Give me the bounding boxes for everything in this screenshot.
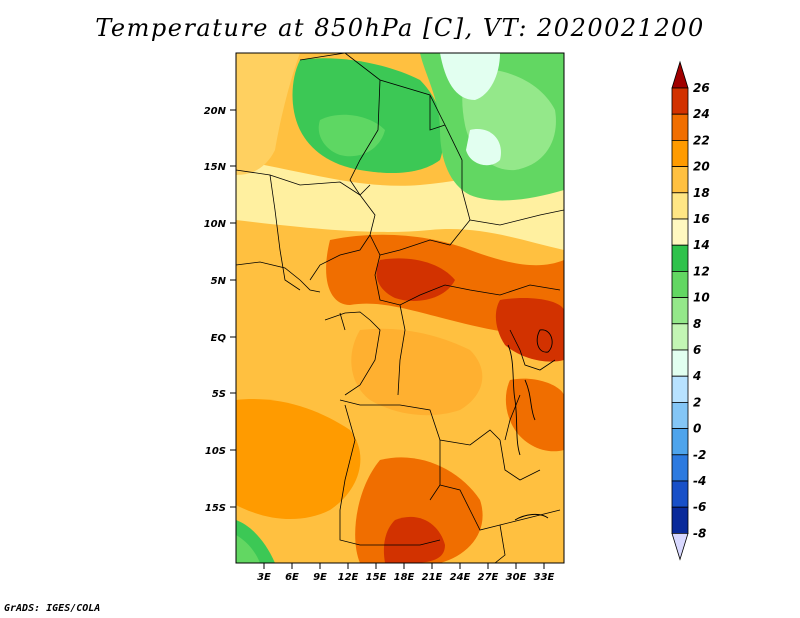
- lat-label: 20N: [204, 106, 227, 117]
- colorbar-label: 12: [693, 264, 710, 278]
- lon-label: 12E: [338, 572, 359, 583]
- colorbar-swatch: [671, 297, 689, 325]
- colorbar-swatch: [671, 87, 689, 115]
- colorbar-swatch: [671, 401, 689, 429]
- colorbar-label: 20: [693, 160, 710, 174]
- colorbar-label: 26: [693, 81, 710, 95]
- colorbar-label: 14: [693, 238, 710, 252]
- colorbar-swatch: [671, 139, 689, 167]
- lon-label: 9E: [313, 572, 327, 583]
- lat-label: 15N: [204, 162, 227, 173]
- colorbar-label: 24: [693, 107, 710, 121]
- lat-label: 5S: [212, 389, 226, 400]
- colorbar-swatch: [671, 323, 689, 351]
- lat-label: 15S: [205, 503, 226, 514]
- colorbar-min-arrow: [671, 533, 689, 561]
- lon-label: 18E: [394, 572, 415, 583]
- colorbar-label: -2: [693, 448, 706, 462]
- colorbar-label: 6: [693, 343, 701, 357]
- colorbar-swatch: [671, 166, 689, 194]
- chart-title: Temperature at 850hPa [C], VT: 202002120…: [95, 14, 705, 42]
- colorbar-swatch: [671, 113, 689, 141]
- colorbar-swatch: [671, 506, 689, 534]
- lake-outlines: [507, 329, 553, 521]
- lon-label: 33E: [534, 572, 555, 583]
- colorbar-label: 4: [692, 369, 701, 383]
- lon-label: 24E: [450, 572, 471, 583]
- colorbar-swatch: [671, 480, 689, 508]
- colorbar-label: -8: [693, 526, 706, 540]
- colorbar-label: 16: [693, 212, 710, 226]
- lat-label: 10S: [205, 446, 226, 457]
- colorbar-swatch: [671, 244, 689, 272]
- map-frame: [235, 52, 565, 564]
- lat-label: 10N: [204, 219, 227, 230]
- temperature-field: [236, 53, 564, 563]
- colorbar-swatch: [671, 454, 689, 482]
- colorbar-label: 10: [693, 291, 710, 305]
- colorbar-label: 22: [693, 133, 710, 147]
- colorbar-label: -4: [693, 474, 706, 488]
- colorbar-swatch: [671, 349, 689, 377]
- lon-label: 15E: [366, 572, 387, 583]
- footer-credit: GrADS: IGES/COLA: [4, 603, 101, 614]
- lat-axis: 20N 15N 10N 5N EQ 5S 10S 15S: [204, 106, 236, 514]
- colorbar-swatch: [671, 375, 689, 403]
- colorbar-label: 8: [693, 317, 701, 331]
- colorbar-swatch: [671, 428, 689, 456]
- colorbar-label: 0: [693, 422, 701, 436]
- lon-label: 27E: [478, 572, 499, 583]
- colorbar-swatch: [671, 270, 689, 298]
- colorbar-label: 2: [693, 395, 701, 409]
- lon-axis: 3E 6E 9E 12E 15E 18E 21E 24E 27E 30E 33E: [257, 563, 555, 583]
- lon-label: 30E: [506, 572, 527, 583]
- colorbar-label: -6: [693, 500, 706, 514]
- colorbar-label: 18: [693, 186, 710, 200]
- colorbar-swatch: [671, 218, 689, 246]
- lat-label: 5N: [211, 276, 227, 287]
- country-borders: [236, 53, 564, 563]
- lat-label: EQ: [211, 333, 227, 344]
- lon-label: 21E: [422, 572, 443, 583]
- lon-label: 3E: [257, 572, 271, 583]
- lon-label: 6E: [285, 572, 299, 583]
- colorbar-max-arrow: [671, 60, 689, 89]
- colorbar-swatch: [671, 192, 689, 220]
